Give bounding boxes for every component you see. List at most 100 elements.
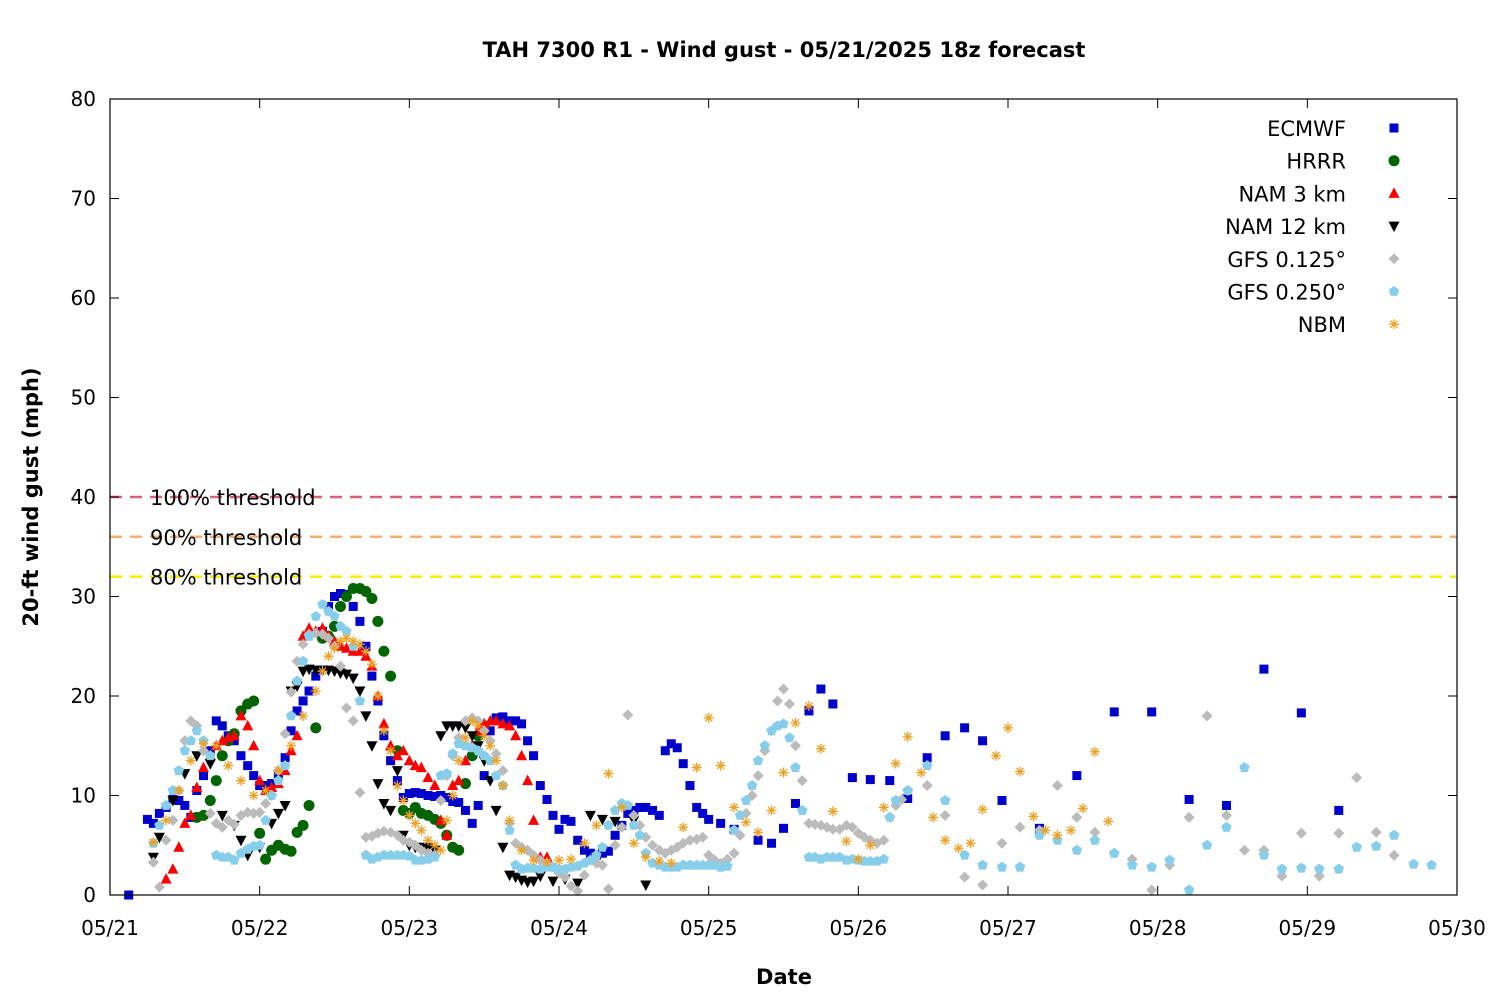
data-point bbox=[147, 856, 159, 868]
data-point bbox=[303, 622, 315, 633]
legend-label: GFS 0.125° bbox=[1227, 248, 1346, 272]
data-point bbox=[504, 815, 515, 826]
data-point bbox=[746, 780, 758, 790]
data-point bbox=[385, 670, 397, 682]
data-point bbox=[827, 823, 839, 835]
data-point bbox=[779, 823, 788, 833]
legend-label: NAM 3 km bbox=[1238, 182, 1346, 206]
data-point bbox=[255, 781, 265, 791]
data-point bbox=[304, 686, 314, 696]
data-point bbox=[385, 745, 396, 756]
data-point bbox=[790, 740, 801, 752]
data-point bbox=[272, 808, 284, 820]
data-point bbox=[173, 785, 184, 796]
data-point bbox=[853, 854, 864, 865]
data-point bbox=[884, 811, 895, 822]
data-point bbox=[248, 790, 259, 801]
data-point bbox=[391, 749, 403, 761]
data-point bbox=[254, 827, 266, 839]
data-point bbox=[1071, 844, 1083, 855]
data-point bbox=[317, 622, 328, 633]
data-point bbox=[828, 699, 838, 709]
data-point bbox=[796, 775, 808, 787]
data-point bbox=[298, 710, 309, 721]
data-point bbox=[1276, 863, 1288, 874]
threshold-label: 80% threshold bbox=[150, 566, 302, 590]
data-point bbox=[415, 761, 427, 773]
data-point bbox=[280, 753, 290, 763]
data-point bbox=[678, 859, 689, 870]
series-group bbox=[148, 633, 1114, 869]
data-point bbox=[297, 655, 309, 666]
data-point bbox=[790, 798, 800, 808]
legend-label: GFS 0.250° bbox=[1227, 281, 1346, 305]
data-point bbox=[797, 804, 808, 815]
data-point bbox=[1146, 861, 1157, 872]
data-point bbox=[977, 804, 988, 815]
legend-label: NAM 12 km bbox=[1225, 215, 1346, 239]
data-point bbox=[1388, 829, 1400, 840]
data-point bbox=[878, 834, 890, 846]
data-point bbox=[153, 881, 165, 893]
data-point bbox=[522, 774, 534, 786]
data-point bbox=[1184, 794, 1194, 804]
data-point bbox=[297, 819, 309, 831]
x-tick-label: 05/23 bbox=[381, 916, 439, 940]
data-point bbox=[634, 829, 646, 840]
data-point bbox=[921, 760, 933, 771]
data-point bbox=[191, 781, 203, 792]
data-point bbox=[467, 818, 477, 828]
data-point bbox=[303, 630, 315, 641]
data-point bbox=[348, 601, 358, 611]
data-point bbox=[715, 760, 726, 771]
data-point bbox=[778, 683, 789, 695]
data-point bbox=[865, 855, 876, 866]
data-point bbox=[885, 776, 895, 786]
x-tick-label: 05/25 bbox=[680, 916, 738, 940]
data-point bbox=[565, 854, 576, 865]
data-point bbox=[235, 835, 247, 847]
data-point bbox=[423, 791, 433, 800]
data-point bbox=[243, 761, 253, 771]
data-point bbox=[1052, 830, 1063, 841]
data-point bbox=[596, 814, 608, 826]
data-point bbox=[628, 838, 639, 849]
data-point bbox=[191, 751, 203, 762]
data-point bbox=[597, 841, 608, 852]
data-point bbox=[841, 836, 852, 847]
data-point bbox=[603, 768, 614, 779]
data-point bbox=[453, 774, 465, 786]
data-point bbox=[766, 805, 777, 816]
data-point bbox=[728, 824, 740, 835]
data-point bbox=[435, 845, 446, 856]
data-point bbox=[603, 819, 614, 830]
data-point bbox=[498, 712, 508, 722]
data-point bbox=[1089, 826, 1101, 838]
data-point bbox=[442, 792, 452, 802]
data-point bbox=[1183, 811, 1195, 823]
data-point bbox=[1239, 844, 1250, 856]
x-tick-label: 05/26 bbox=[830, 916, 888, 940]
data-point bbox=[529, 751, 539, 761]
data-point bbox=[1072, 771, 1082, 781]
data-point bbox=[167, 863, 179, 874]
series-group bbox=[148, 599, 1437, 895]
data-point bbox=[416, 789, 426, 799]
data-point bbox=[734, 809, 746, 820]
threshold-label: 100% threshold bbox=[150, 486, 316, 510]
legend-marker bbox=[1388, 286, 1400, 296]
data-point bbox=[504, 824, 515, 835]
data-point bbox=[291, 729, 303, 741]
data-point bbox=[778, 718, 789, 729]
data-point bbox=[148, 818, 158, 828]
data-point bbox=[160, 834, 172, 846]
data-point bbox=[965, 838, 976, 849]
data-point bbox=[939, 809, 951, 821]
data-point bbox=[603, 846, 613, 856]
data-point bbox=[790, 762, 801, 773]
data-point bbox=[372, 779, 384, 790]
data-point bbox=[248, 695, 260, 707]
data-point bbox=[697, 831, 709, 843]
legend-marker bbox=[1389, 319, 1399, 330]
